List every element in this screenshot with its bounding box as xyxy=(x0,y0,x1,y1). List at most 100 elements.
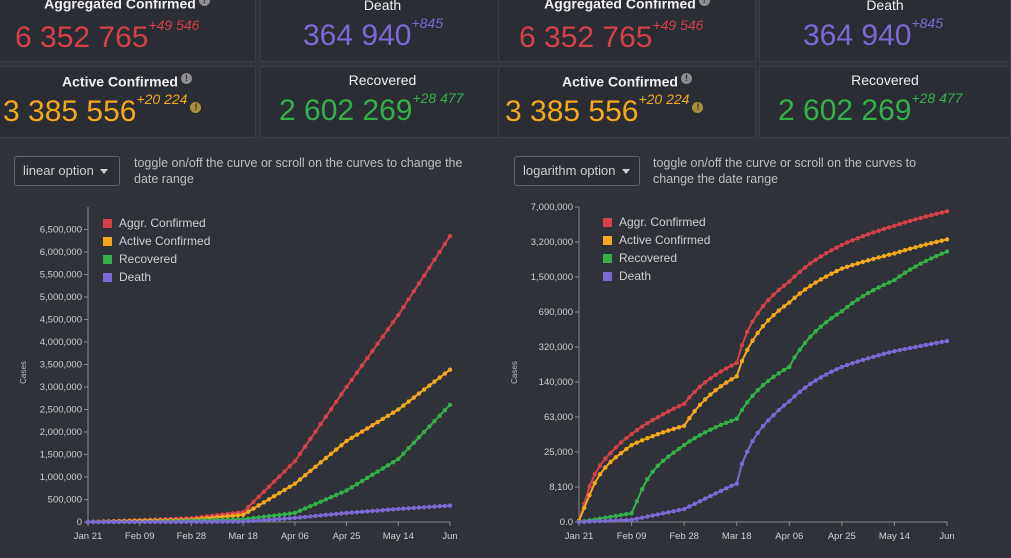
data-point xyxy=(328,407,334,412)
data-point xyxy=(818,375,824,380)
data-point xyxy=(137,519,142,525)
legend-swatch xyxy=(103,219,112,228)
data-point xyxy=(587,484,592,489)
data-point xyxy=(251,499,256,505)
scale-dropdown[interactable]: linear option xyxy=(14,156,120,186)
data-point xyxy=(603,518,608,524)
data-point xyxy=(271,493,277,499)
data-point xyxy=(739,342,745,348)
data-point xyxy=(629,511,634,516)
data-point xyxy=(650,513,655,518)
data-point xyxy=(629,442,634,448)
data-point xyxy=(292,481,298,486)
linear-chart[interactable]: 0 500,000 1,000,000 1,500,000 2,000,000 2,500… xyxy=(0,0,505,558)
data-point xyxy=(886,225,892,230)
data-point xyxy=(385,413,391,418)
data-point xyxy=(303,514,308,520)
data-point xyxy=(666,510,671,515)
data-point xyxy=(660,511,666,516)
data-point xyxy=(681,423,687,428)
aggregated-confirmed-value: 6 352 765 xyxy=(519,21,653,54)
data-point xyxy=(681,401,687,407)
log-chart[interactable]: 0.0 8,100 25,000 63,000 140,000 320,000 690,00… xyxy=(506,0,1011,558)
data-point xyxy=(406,399,411,404)
legend-label: Death xyxy=(619,269,651,283)
data-point xyxy=(739,461,745,466)
info-icon[interactable]: ! xyxy=(698,0,710,6)
data-point xyxy=(608,518,613,523)
data-point xyxy=(923,258,929,264)
data-point xyxy=(339,392,344,397)
info-icon[interactable]: ! xyxy=(180,73,192,84)
data-point xyxy=(745,347,750,353)
data-point xyxy=(427,504,432,510)
data-point xyxy=(676,507,682,513)
right-panel: Aggregated Confirmed! 6 352 765+49 546 D… xyxy=(498,0,1011,558)
data-point xyxy=(787,300,792,305)
x-tick-label: Feb 09 xyxy=(617,531,647,542)
data-point xyxy=(697,384,703,389)
data-point xyxy=(344,384,349,390)
info-icon[interactable]: ! xyxy=(692,102,704,113)
data-point xyxy=(702,496,708,501)
data-point xyxy=(189,519,194,525)
data-point xyxy=(390,507,396,512)
y-tick-label: 500,000 xyxy=(48,495,82,506)
data-point xyxy=(390,410,396,415)
data-point xyxy=(923,242,929,247)
legend-swatch xyxy=(603,254,612,263)
info-icon[interactable]: ! xyxy=(680,73,692,84)
data-point xyxy=(401,403,406,408)
data-point xyxy=(760,324,766,329)
data-point xyxy=(101,519,106,525)
data-point xyxy=(813,257,818,263)
data-point xyxy=(365,356,370,361)
data-point xyxy=(645,514,650,519)
data-point xyxy=(365,509,370,514)
data-point xyxy=(447,233,453,239)
data-point xyxy=(122,519,127,525)
info-icon[interactable]: ! xyxy=(190,102,202,113)
data-point xyxy=(724,420,729,426)
data-point xyxy=(734,374,739,379)
x-tick-label: Apr 25 xyxy=(828,531,856,542)
data-point xyxy=(781,283,787,288)
data-point xyxy=(292,510,298,516)
data-point xyxy=(808,381,813,387)
scale-dropdown[interactable]: logarithm option xyxy=(514,156,640,186)
data-point xyxy=(282,516,287,521)
data-point xyxy=(892,348,897,354)
legend-swatch xyxy=(603,236,612,245)
data-point xyxy=(908,267,913,272)
data-point xyxy=(287,464,292,469)
data-point xyxy=(608,514,613,520)
data-point xyxy=(655,415,661,420)
data-point xyxy=(802,287,808,292)
death-card: Death 364 940+845 xyxy=(759,0,1011,62)
data-point xyxy=(256,503,261,508)
data-point xyxy=(939,339,944,345)
data-point xyxy=(865,356,871,361)
data-point xyxy=(886,280,892,285)
data-point xyxy=(897,249,902,254)
info-icon[interactable]: ! xyxy=(198,0,210,6)
data-point xyxy=(771,412,776,418)
y-tick-label: 7,000,000 xyxy=(531,202,573,213)
dropdown-label: linear option xyxy=(23,163,94,178)
data-point xyxy=(323,497,329,502)
data-point xyxy=(660,430,666,435)
data-point xyxy=(818,277,824,282)
data-point xyxy=(655,512,661,517)
data-point xyxy=(939,238,944,243)
data-point xyxy=(724,366,729,371)
legend-label: Active Confirmed xyxy=(619,233,710,247)
data-point xyxy=(766,378,771,384)
data-point xyxy=(339,511,344,516)
data-point xyxy=(106,519,111,525)
data-point xyxy=(944,249,950,254)
data-point xyxy=(287,516,292,521)
data-point xyxy=(421,387,427,392)
data-point xyxy=(328,451,334,457)
data-point xyxy=(813,329,818,334)
data-point xyxy=(692,408,697,414)
